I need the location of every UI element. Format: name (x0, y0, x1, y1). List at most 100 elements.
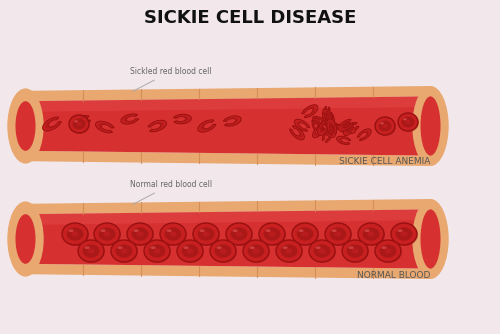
Ellipse shape (184, 246, 188, 249)
Ellipse shape (364, 229, 370, 232)
Ellipse shape (398, 113, 418, 131)
Polygon shape (326, 115, 334, 127)
Ellipse shape (293, 224, 319, 246)
Polygon shape (98, 123, 112, 131)
Ellipse shape (412, 86, 448, 166)
Ellipse shape (94, 223, 120, 245)
Polygon shape (26, 97, 430, 112)
Ellipse shape (98, 227, 116, 240)
Ellipse shape (244, 241, 270, 263)
Ellipse shape (16, 214, 36, 264)
Polygon shape (292, 128, 302, 138)
Ellipse shape (216, 246, 222, 249)
Ellipse shape (72, 231, 78, 237)
Polygon shape (345, 123, 352, 134)
Polygon shape (340, 121, 351, 130)
Polygon shape (326, 123, 339, 130)
Ellipse shape (252, 248, 260, 254)
Ellipse shape (391, 223, 417, 245)
Text: NORMAL BLOOD: NORMAL BLOOD (356, 272, 430, 281)
Ellipse shape (170, 231, 176, 237)
Ellipse shape (330, 227, 346, 240)
Polygon shape (148, 120, 167, 132)
Ellipse shape (277, 241, 303, 263)
Polygon shape (302, 105, 318, 118)
Ellipse shape (84, 246, 89, 249)
Polygon shape (124, 115, 136, 123)
Ellipse shape (375, 240, 401, 262)
Ellipse shape (182, 244, 198, 258)
Polygon shape (328, 125, 336, 133)
Polygon shape (224, 116, 241, 126)
Ellipse shape (66, 227, 84, 240)
Polygon shape (324, 108, 329, 117)
Ellipse shape (343, 241, 369, 263)
Ellipse shape (62, 223, 88, 245)
Ellipse shape (260, 224, 286, 246)
Ellipse shape (70, 116, 90, 134)
Polygon shape (312, 126, 324, 138)
Polygon shape (42, 117, 61, 131)
Ellipse shape (200, 229, 204, 232)
Ellipse shape (266, 229, 270, 232)
Ellipse shape (346, 244, 364, 258)
Ellipse shape (325, 223, 351, 245)
Ellipse shape (230, 227, 248, 240)
Ellipse shape (405, 120, 411, 124)
Ellipse shape (72, 119, 86, 129)
Ellipse shape (375, 117, 395, 135)
Ellipse shape (78, 240, 104, 262)
Ellipse shape (420, 97, 440, 156)
Polygon shape (320, 122, 328, 133)
Ellipse shape (111, 240, 137, 262)
Polygon shape (358, 129, 371, 140)
Ellipse shape (8, 89, 44, 164)
Polygon shape (338, 124, 355, 134)
Ellipse shape (211, 241, 237, 263)
Ellipse shape (164, 227, 182, 240)
Polygon shape (326, 112, 334, 129)
Ellipse shape (132, 227, 148, 240)
Polygon shape (324, 111, 332, 120)
Ellipse shape (378, 121, 392, 131)
Text: SICKIE CELL ANEMIA: SICKIE CELL ANEMIA (338, 157, 430, 166)
Ellipse shape (227, 224, 253, 246)
Ellipse shape (220, 248, 226, 254)
Ellipse shape (82, 244, 100, 258)
Polygon shape (121, 114, 138, 124)
Ellipse shape (214, 244, 232, 258)
Ellipse shape (144, 240, 170, 262)
Ellipse shape (100, 229, 105, 232)
Ellipse shape (118, 246, 122, 249)
Polygon shape (322, 123, 336, 137)
Polygon shape (200, 122, 213, 131)
Ellipse shape (150, 246, 156, 249)
Ellipse shape (74, 120, 78, 123)
Ellipse shape (259, 223, 285, 245)
Ellipse shape (399, 114, 419, 132)
Polygon shape (323, 106, 330, 119)
Ellipse shape (116, 244, 132, 258)
Ellipse shape (316, 246, 320, 249)
Ellipse shape (382, 246, 386, 249)
Ellipse shape (314, 244, 330, 258)
Ellipse shape (310, 241, 336, 263)
Polygon shape (336, 136, 350, 144)
Polygon shape (96, 121, 114, 133)
Ellipse shape (332, 229, 336, 232)
Polygon shape (26, 86, 430, 101)
Ellipse shape (136, 231, 143, 237)
Ellipse shape (318, 248, 326, 254)
Polygon shape (290, 126, 304, 140)
Ellipse shape (202, 231, 209, 237)
Polygon shape (314, 118, 324, 124)
Polygon shape (324, 130, 332, 141)
Polygon shape (338, 137, 349, 143)
Ellipse shape (352, 248, 358, 254)
Polygon shape (26, 209, 430, 225)
Polygon shape (26, 264, 430, 279)
Ellipse shape (250, 246, 254, 249)
Ellipse shape (302, 231, 308, 237)
Ellipse shape (104, 231, 110, 237)
Polygon shape (312, 116, 320, 130)
